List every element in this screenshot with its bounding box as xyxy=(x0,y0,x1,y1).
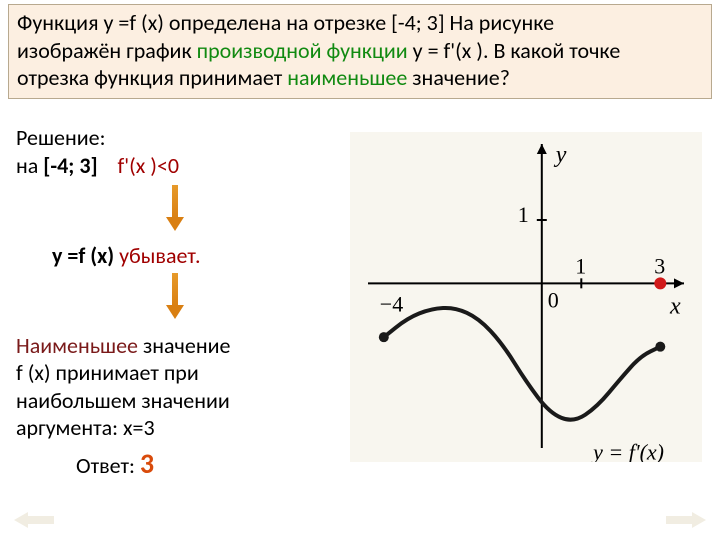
problem-green1: производной функции xyxy=(197,37,408,64)
arrow-1-wrap xyxy=(16,185,346,238)
arg-line: аргумента: x=3 xyxy=(16,414,346,442)
problem-l3b: значение? xyxy=(407,64,510,91)
problem-l1b: На рисунке xyxy=(445,9,555,36)
svg-text:−4: −4 xyxy=(380,291,403,316)
down-arrow-icon xyxy=(166,273,184,319)
svg-text:y: y xyxy=(554,142,567,168)
next-slide-button[interactable] xyxy=(666,509,706,536)
problem-l3a: отрезка функция принимает xyxy=(17,64,287,91)
svg-text:x: x xyxy=(669,293,681,319)
fx-line: f (x) принимает при xyxy=(16,359,346,387)
solution-heading: Решение: xyxy=(16,124,346,152)
decreases-line: y =f (x) убывает. xyxy=(16,242,346,270)
prev-slide-button[interactable] xyxy=(14,509,54,536)
sol-min-post: значение xyxy=(138,332,230,359)
chart-svg: y x 1 1 3 0 −4 y = f'(x) xyxy=(350,132,702,462)
problem-statement: Функция y =f (x) определена на отрезке [… xyxy=(8,4,712,99)
sol-dec: убывает. xyxy=(119,242,200,269)
svg-text:y = f'(x): y = f'(x) xyxy=(591,439,664,462)
min-line: Наименьшее значение xyxy=(16,332,346,360)
sol-min-red: Наименьшее xyxy=(16,332,138,359)
svg-text:0: 0 xyxy=(548,287,559,312)
solution-column: Решение: на [-4; 3] f'(x )<0 y =f (x) уб… xyxy=(16,124,346,481)
sol-on: на xyxy=(16,152,43,179)
problem-l2a: изображён график xyxy=(17,37,197,64)
problem-l1a: Функция y =f (x) определена на отрезке xyxy=(17,9,391,36)
answer-label: Ответ: xyxy=(76,452,140,479)
problem-green2: наименьшее xyxy=(287,64,407,91)
sol-max2: значении xyxy=(141,387,229,414)
svg-text:3: 3 xyxy=(654,253,665,278)
sol-fx: y =f (x) xyxy=(52,242,119,269)
derivative-chart: y x 1 1 3 0 −4 y = f'(x) xyxy=(350,132,702,462)
sol-cond: f'(x )<0 xyxy=(113,152,180,179)
problem-interval: [-4; 3] xyxy=(391,9,444,36)
problem-l2b: y = f'(x ). В какой точке xyxy=(408,37,621,64)
down-arrow-icon xyxy=(166,185,184,231)
svg-text:1: 1 xyxy=(518,202,529,227)
arrow-2-wrap xyxy=(16,273,346,326)
sol-interval: [-4; 3] xyxy=(43,152,102,179)
sol-max1: наибольшем xyxy=(16,387,141,414)
answer-line: Ответ: 3 xyxy=(16,442,346,481)
svg-text:1: 1 xyxy=(575,253,586,278)
answer-value: 3 xyxy=(140,446,154,481)
solution-cond-line: на [-4; 3] f'(x )<0 xyxy=(16,152,346,180)
max-line: наибольшем значении xyxy=(16,387,346,415)
